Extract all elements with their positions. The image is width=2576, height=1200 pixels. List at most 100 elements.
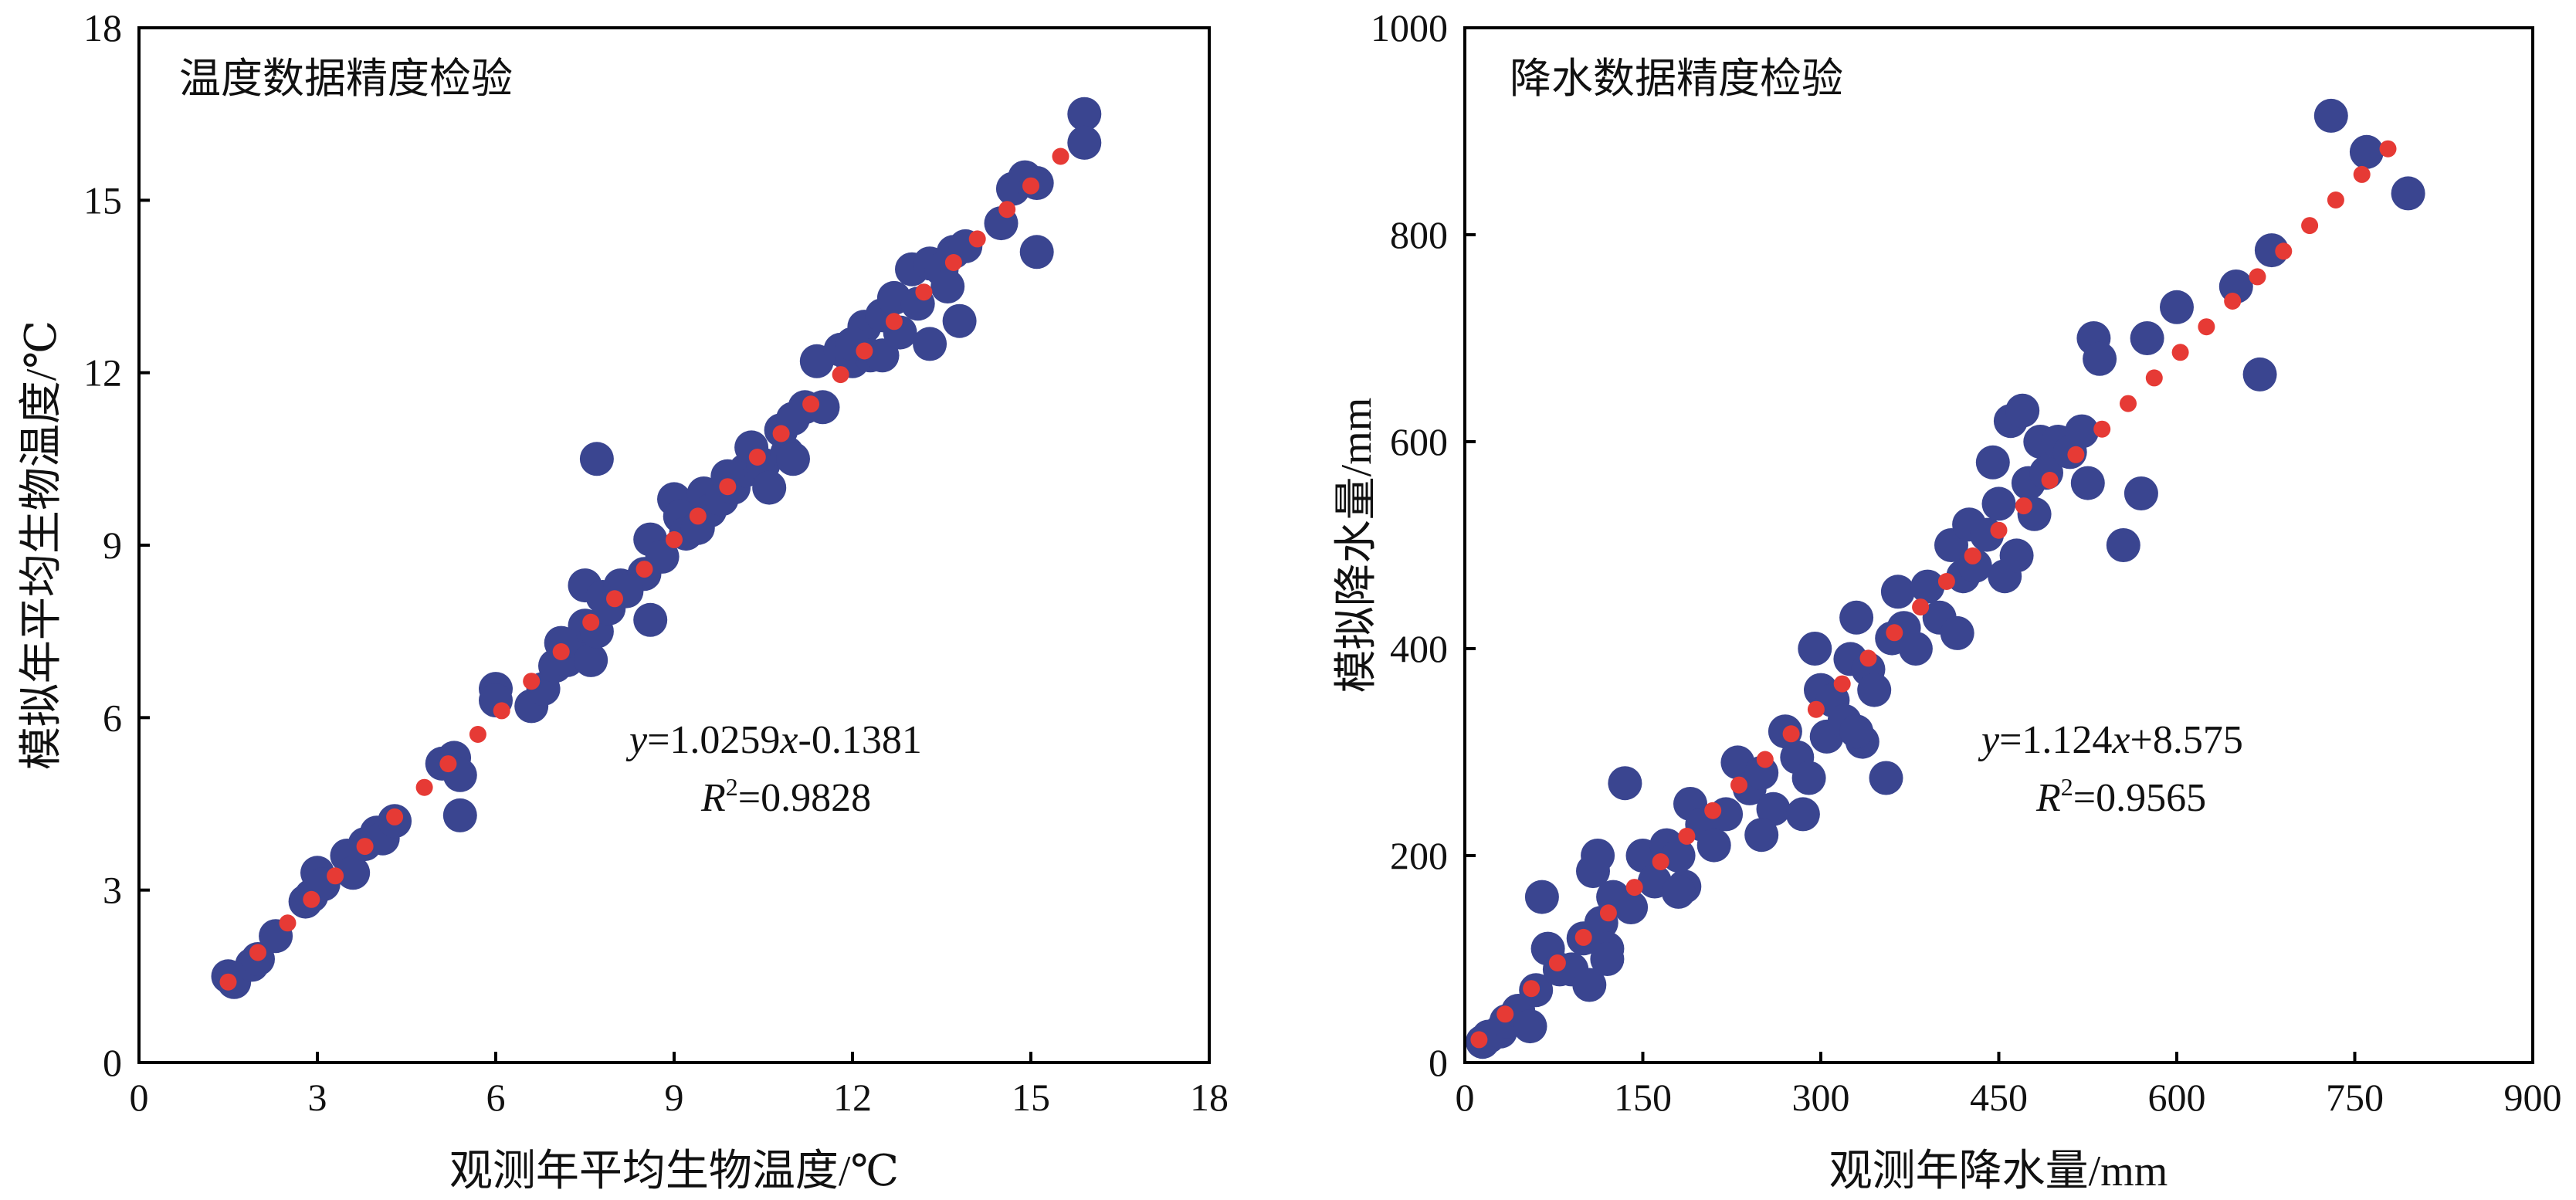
precipitation-data-point xyxy=(2083,341,2117,376)
precipitation-fit-line-dot xyxy=(2067,446,2085,463)
temperature-fit-line-dot xyxy=(582,613,600,631)
precipitation-fit-line-dot xyxy=(1523,980,1541,998)
temperature-data-point xyxy=(579,442,614,476)
temperature-x-tick-label: 15 xyxy=(1012,1076,1050,1119)
precipitation-data-point xyxy=(1798,632,1832,666)
precipitation-fit-line-dot xyxy=(1678,827,1696,845)
temperature-data-point xyxy=(865,338,900,373)
eq-x-var: x xyxy=(2111,718,2130,762)
precipitation-data-point xyxy=(2242,357,2277,392)
temperature-r2-label: R2=0.9828 xyxy=(700,773,871,820)
precipitation-y-tick-label: 800 xyxy=(1390,213,1448,256)
precipitation-fit-line-dot xyxy=(2171,344,2189,361)
temperature-fit-layer xyxy=(219,147,1069,991)
precipitation-data-point xyxy=(1614,890,1649,924)
temperature-x-axis-title: 观测年平均生物温度/℃ xyxy=(449,1147,899,1195)
precipitation-fit-line-dot xyxy=(1756,751,1774,768)
precipitation-y-tick-label: 600 xyxy=(1390,420,1448,463)
precipitation-data-point xyxy=(2130,321,2164,355)
precipitation-x-tick-label: 300 xyxy=(1792,1076,1850,1119)
temperature-fit-line-dot xyxy=(386,808,404,825)
temperature-y-tick-label: 9 xyxy=(103,524,122,567)
precipitation-data-point xyxy=(1999,538,2034,573)
temperature-data-point xyxy=(442,798,477,832)
temperature-fit-line-dot xyxy=(856,342,873,360)
precipitation-y-tick-label: 400 xyxy=(1390,627,1448,670)
r2-sup: 2 xyxy=(726,773,738,801)
precipitation-data-point xyxy=(1880,575,1915,609)
precipitation-data-point xyxy=(1524,880,1559,914)
precipitation-data-point xyxy=(1744,818,1779,853)
temperature-panel-title: 温度数据精度检验 xyxy=(179,56,513,102)
precipitation-data-point xyxy=(2065,414,2100,449)
precipitation-data-point xyxy=(2106,528,2140,562)
temperature-fit-line-dot xyxy=(748,449,766,466)
precipitation-fit-line-dot xyxy=(2145,369,2163,387)
precipitation-data-point xyxy=(2313,98,2348,133)
precipitation-fit-line-dot xyxy=(1833,675,1851,693)
precipitation-fit-line-dot xyxy=(1807,700,1825,718)
temperature-fit-line-dot xyxy=(1022,177,1039,195)
precipitation-data-point xyxy=(1696,828,1731,863)
precipitation-fit-line-dot xyxy=(2379,140,2397,158)
temperature-x-tick-label: 18 xyxy=(1190,1076,1229,1119)
precipitation-fit-line-dot xyxy=(2120,395,2137,412)
temperature-data-point xyxy=(633,602,668,637)
temperature-x-tick-label: 9 xyxy=(665,1076,684,1119)
precipitation-fit-line-dot xyxy=(2327,192,2344,208)
temperature-data-point xyxy=(645,539,680,574)
eq-y-var: y xyxy=(625,718,648,762)
precipitation-data-point xyxy=(1608,766,1642,801)
precipitation-fit-line-dot xyxy=(2041,472,2059,489)
precipitation-fit-line-dot xyxy=(1599,904,1617,922)
precipitation-data-point xyxy=(1572,968,1607,1002)
eq-intercept: +8.575 xyxy=(2130,718,2243,762)
temperature-fit-line-dot xyxy=(327,867,344,885)
precipitation-data-point xyxy=(1756,792,1791,826)
precipitation-data-point xyxy=(1940,615,1974,650)
temperature-data-point xyxy=(1067,125,1102,160)
temperature-fit-line-dot xyxy=(469,726,486,743)
precipitation-r2-label: R2=0.9565 xyxy=(2035,773,2206,820)
precipitation-data-point xyxy=(2124,476,2158,510)
precipitation-fit-line-dot xyxy=(1886,624,1903,642)
precipitation-x-tick-label: 900 xyxy=(2504,1076,2562,1119)
precipitation-x-tick-label: 600 xyxy=(2148,1076,2206,1119)
precipitation-fit-line-dot xyxy=(1704,802,1722,819)
temperature-fit-line-dot xyxy=(493,702,510,720)
temperature-fit-line-dot xyxy=(885,313,903,331)
precipitation-panel-title: 降水数据精度检验 xyxy=(1510,56,1843,102)
precipitation-fit-line-dot xyxy=(1574,928,1592,946)
precipitation-data-point xyxy=(1513,1009,1547,1044)
temperature-data-point xyxy=(776,442,810,476)
precipitation-x-axis-title: 观测年降水量/mm xyxy=(1829,1147,2168,1195)
r2-sup: 2 xyxy=(2061,773,2073,801)
temperature-fit-line-dot xyxy=(552,643,570,660)
precipitation-fit-line-dot xyxy=(2275,242,2293,260)
precipitation-x-ticks: 0 150 300 450 600 750 900 xyxy=(1456,1052,2562,1119)
precipitation-x-tick-label: 750 xyxy=(2326,1076,2384,1119)
precipitation-x-tick-label: 0 xyxy=(1456,1076,1475,1119)
precipitation-fit-line-dot xyxy=(1548,954,1566,971)
temperature-data-point xyxy=(1067,97,1102,131)
r2-r: R xyxy=(2035,776,2061,820)
temperature-data-point xyxy=(710,459,745,493)
precipitation-data-point xyxy=(2160,290,2194,324)
precipitation-data-point xyxy=(1981,486,2016,521)
precipitation-fit-line-dot xyxy=(2198,318,2215,336)
precipitation-data-point xyxy=(1661,839,1696,873)
precipitation-data-point xyxy=(1785,797,1820,832)
eq-intercept: -0.1381 xyxy=(798,718,922,762)
temperature-data-point xyxy=(752,470,787,505)
precipitation-fit-line-dot xyxy=(1782,725,1800,743)
temperature-fit-line-dot xyxy=(944,254,962,271)
precipitation-data-point xyxy=(1581,839,1615,873)
temperature-data-point xyxy=(574,642,608,677)
temperature-data-point xyxy=(544,625,578,660)
temperature-y-tick-label: 3 xyxy=(103,869,122,912)
precipitation-fit-line-dot xyxy=(2353,165,2371,183)
precipitation-fit-line-dot xyxy=(1496,1005,1514,1023)
precipitation-data-point xyxy=(1839,600,1874,635)
